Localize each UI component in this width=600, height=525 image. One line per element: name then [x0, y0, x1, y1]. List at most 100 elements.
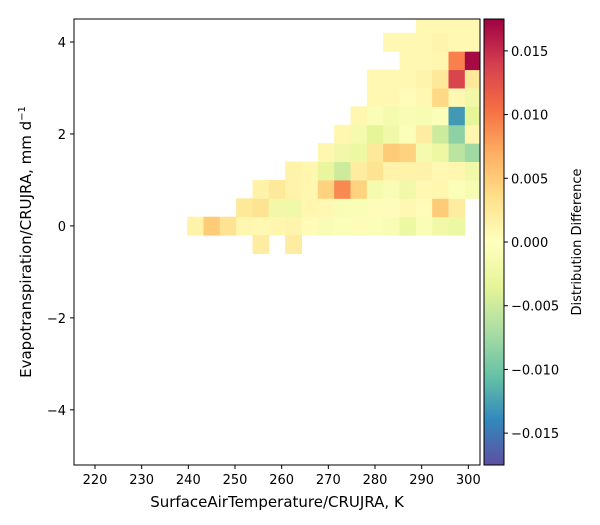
- heatmap-cell: [464, 87, 480, 107]
- heatmap-cell: [383, 143, 400, 163]
- heatmap-cell: [415, 87, 433, 107]
- heatmap-cell: [285, 235, 302, 254]
- heatmap-cell: [285, 198, 302, 218]
- x-tick-label: 250: [223, 473, 248, 488]
- heatmap-cell: [432, 124, 449, 144]
- colorbar-tick-label: 0.010: [511, 109, 548, 124]
- heatmap-cell: [415, 106, 433, 126]
- heatmap-cell: [317, 161, 335, 181]
- heatmap-cell: [219, 216, 237, 236]
- heatmap-cell: [317, 179, 335, 199]
- heatmap-cell: [383, 179, 400, 199]
- heatmap-cell: [432, 19, 449, 34]
- heatmap-cell: [448, 69, 466, 89]
- heatmap-cell: [366, 179, 384, 199]
- colorbar-tick-label: −0.005: [511, 300, 559, 315]
- heatmap-cell: [383, 32, 400, 52]
- x-tick-label: 220: [83, 473, 108, 488]
- y-tick-label: 2: [58, 128, 66, 143]
- heatmap-cell: [432, 87, 449, 107]
- heatmap-cell: [432, 161, 449, 181]
- heatmap-cells: [187, 19, 480, 254]
- heatmap-cell: [366, 124, 384, 144]
- heatmap-cell: [399, 69, 417, 89]
- colorbar-ticks: −0.015 −0.010 −0.005 0.000 0.005 0.010 0.015: [504, 45, 559, 442]
- heatmap-cell: [415, 161, 433, 181]
- heatmap-cell: [432, 216, 449, 236]
- heatmap-cell: [415, 179, 433, 199]
- x-axis-ticks: 220 230 240 250 260 270 280 290 300: [83, 465, 481, 488]
- heatmap-cell: [448, 143, 466, 163]
- heatmap-cell: [350, 198, 368, 218]
- heatmap-cell: [432, 179, 449, 199]
- heatmap-cell: [399, 198, 417, 218]
- heatmap-cell: [399, 143, 417, 163]
- heatmap-cell: [448, 179, 466, 199]
- heatmap-cell: [252, 179, 270, 199]
- y-axis-ticks: −4 −2 0 2 4: [47, 36, 74, 419]
- heatmap-cell: [432, 106, 449, 126]
- heatmap-cell: [399, 87, 417, 107]
- heatmap-cell: [350, 161, 368, 181]
- heatmap-cell: [383, 216, 400, 236]
- heatmap-cell: [366, 198, 384, 218]
- heatmap-cell: [464, 124, 480, 144]
- y-tick-label: −2: [47, 312, 66, 327]
- heatmap-cell: [334, 179, 351, 199]
- heatmap-cell: [432, 198, 449, 218]
- x-tick-label: 270: [316, 473, 341, 488]
- heatmap-cell: [399, 51, 417, 71]
- heatmap-cell: [432, 32, 449, 52]
- colorbar-tick-label: −0.010: [511, 363, 559, 378]
- heatmap-cell: [285, 179, 302, 199]
- heatmap-cell: [366, 161, 384, 181]
- heatmap-cell: [334, 161, 351, 181]
- heatmap-cell: [415, 143, 433, 163]
- x-tick-label: 300: [456, 473, 481, 488]
- heatmap-cell: [366, 216, 384, 236]
- heatmap-cell: [301, 161, 319, 181]
- heatmap-cell: [301, 198, 319, 218]
- heatmap-cell: [448, 32, 466, 52]
- heatmap-cell: [350, 106, 368, 126]
- heatmap-cell: [366, 106, 384, 126]
- heatmap-cell: [448, 19, 466, 34]
- x-tick-label: 260: [269, 473, 294, 488]
- heatmap-cell: [350, 216, 368, 236]
- heatmap-cell: [268, 179, 286, 199]
- heatmap-cell: [383, 106, 400, 126]
- heatmap-cell: [334, 198, 351, 218]
- heatmap-cell: [399, 161, 417, 181]
- colorbar-tick-label: 0.000: [511, 236, 548, 251]
- heatmap-cell: [415, 32, 433, 52]
- heatmap-cell: [432, 143, 449, 163]
- heatmap-cell: [350, 179, 368, 199]
- x-tick-label: 230: [129, 473, 154, 488]
- heatmap-cell: [415, 198, 433, 218]
- x-axis-label: SurfaceAirTemperature/CRUJRA, K: [150, 493, 405, 511]
- heatmap-cell: [448, 216, 466, 236]
- x-tick-label: 280: [363, 473, 388, 488]
- plot-frame: [73, 18, 481, 466]
- heatmap-cell: [383, 198, 400, 218]
- heatmap-cell: [448, 124, 466, 144]
- colorbar: [484, 19, 504, 465]
- x-tick-label: 240: [176, 473, 201, 488]
- y-axis-label: Evapotranspiration/CRUJRA, mm d−1: [17, 106, 35, 378]
- heatmap-cell: [399, 106, 417, 126]
- heatmap-cell: [317, 216, 335, 236]
- heatmap-cell: [415, 216, 433, 236]
- colorbar-tick-label: −0.015: [511, 427, 559, 442]
- heatmap-cell: [415, 69, 433, 89]
- heatmap-cell: [285, 216, 302, 236]
- heatmap-cell: [366, 87, 384, 107]
- heatmap-cell: [252, 216, 270, 236]
- heatmap-cell: [252, 235, 270, 254]
- heatmap-cell: [268, 198, 286, 218]
- heatmap-cell: [432, 51, 449, 71]
- heatmap-cell: [252, 198, 270, 218]
- colorbar-tick-label: 0.015: [511, 45, 548, 60]
- heatmap-cell: [448, 51, 466, 71]
- heatmap-cell: [464, 19, 480, 34]
